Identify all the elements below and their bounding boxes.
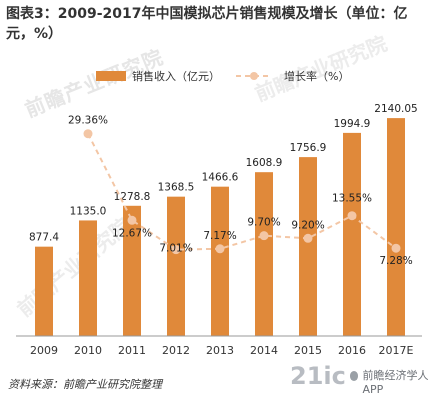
x-tick-label: 2009 [30, 344, 58, 357]
growth-point [215, 244, 225, 254]
bar [123, 205, 141, 336]
bar [299, 157, 317, 336]
growth-value-label: 7.17% [203, 230, 236, 242]
bar [211, 186, 229, 336]
x-tick-label: 2011 [118, 344, 146, 357]
source-note: 资料来源：前瞻产业研究院整理 [8, 378, 162, 391]
growth-value-label: 12.67% [112, 227, 152, 239]
bar-value-label: 2140.05 [374, 103, 417, 115]
bar-value-label: 1608.9 [246, 157, 283, 169]
bar-value-label: 1466.6 [202, 172, 239, 184]
growth-point [391, 243, 401, 253]
legend-marker-line [250, 72, 258, 80]
legend-label-bar: 销售收入（亿元） [132, 69, 220, 83]
x-tick-label: 2013 [206, 344, 234, 357]
growth-value-label: 9.20% [291, 219, 324, 231]
bar-value-label: 1368.5 [158, 182, 195, 194]
x-tick-label: 2016 [338, 344, 366, 357]
growth-point [347, 211, 357, 221]
growth-point [83, 129, 93, 139]
growth-value-label: 13.55% [332, 193, 372, 205]
bar [343, 132, 361, 336]
brand-dot-icon [349, 370, 359, 381]
growth-point [259, 231, 269, 241]
brand-badge: 21ic 前瞻经济学人 APP [290, 355, 440, 397]
growth-value-label: 7.01% [159, 243, 192, 255]
x-tick-label: 2015 [294, 344, 322, 357]
bar [387, 118, 405, 336]
growth-point [303, 233, 313, 243]
bar-value-label: 1135.0 [70, 205, 107, 217]
bar-value-label: 1994.9 [334, 118, 371, 130]
bar [79, 220, 97, 336]
bar-value-label: 1756.9 [290, 142, 327, 154]
bar [255, 172, 273, 336]
growth-value-label: 9.70% [247, 217, 280, 229]
bar [35, 246, 53, 336]
x-tick-label: 2010 [74, 344, 102, 357]
brand-app-label: 前瞻经济学人 APP [362, 369, 429, 396]
chart-title: 图表3：2009-2017年中国模拟芯片销售规模及增长（单位：亿元，%） [6, 6, 408, 42]
growth-point [171, 245, 181, 255]
bar-value-label: 877.4 [29, 232, 59, 244]
brand-logo-text: 21ic [290, 361, 346, 390]
x-tick-label: 2017E [379, 344, 414, 357]
legend-swatch-bar [96, 71, 126, 81]
bar-value-label: 1278.8 [114, 191, 151, 203]
bar [167, 196, 185, 336]
legend-label-line: 增长率（%） [284, 69, 349, 83]
growth-line [87, 133, 397, 251]
x-tick-label: 2012 [162, 344, 190, 357]
growth-point [127, 215, 137, 225]
growth-value-label: 7.28% [379, 255, 412, 267]
growth-value-label: 29.36% [68, 115, 108, 127]
x-tick-label: 2014 [250, 344, 278, 357]
